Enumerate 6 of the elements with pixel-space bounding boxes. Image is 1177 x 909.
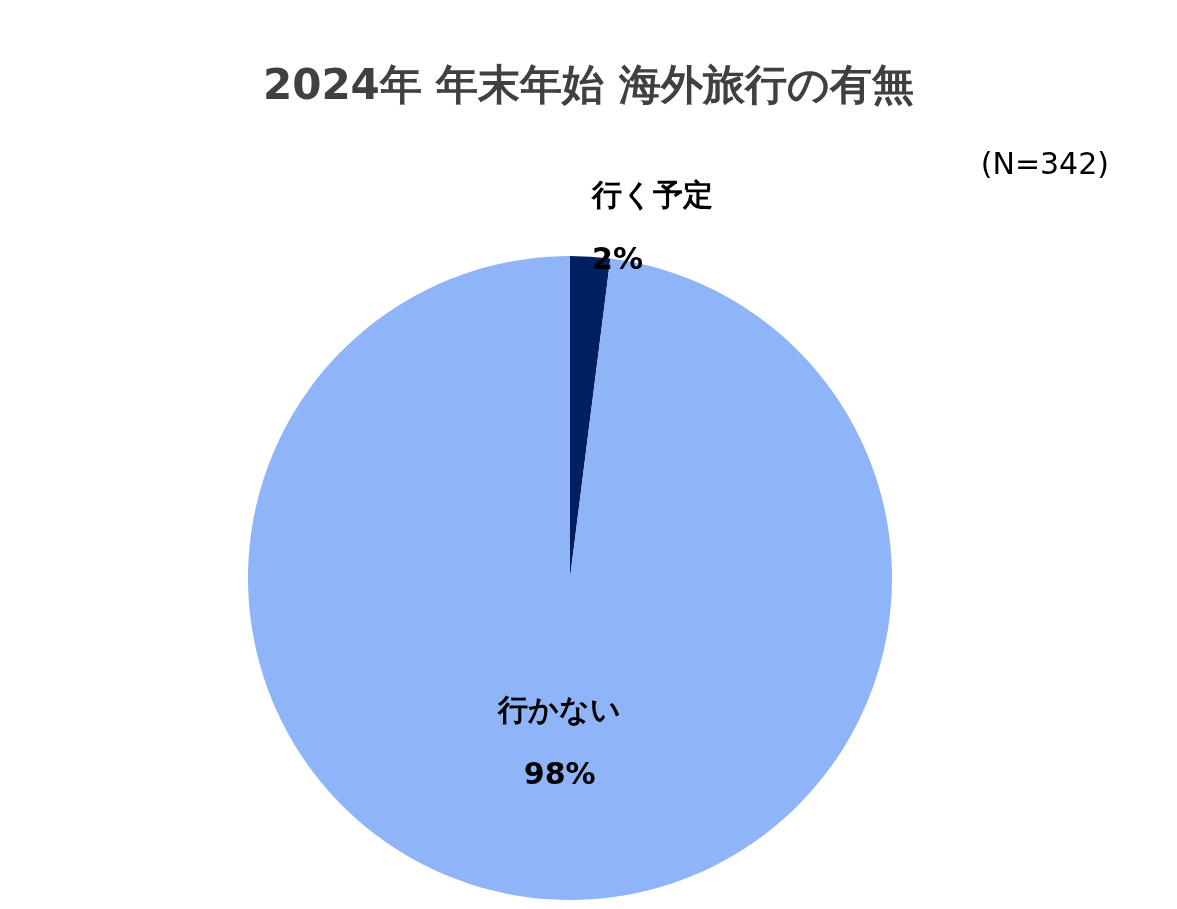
slice-label: 行く予定 <box>591 177 714 213</box>
data-label: 2% <box>592 241 644 277</box>
slice-label: 行かない <box>497 692 622 728</box>
data-label: 98% <box>523 756 596 792</box>
text: (N=342) <box>980 145 1109 181</box>
chart-title: 2024年 年末年始 海外旅行の有無 <box>262 59 915 109</box>
